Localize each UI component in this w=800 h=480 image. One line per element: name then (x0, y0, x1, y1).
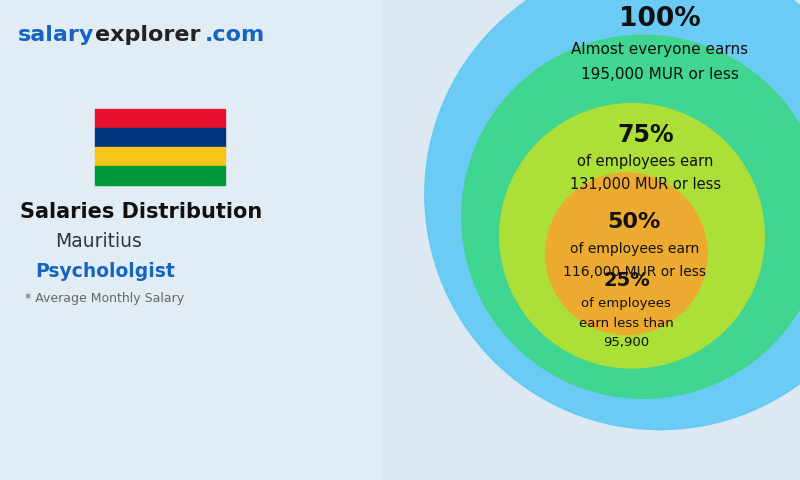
Text: salary: salary (18, 25, 94, 45)
Circle shape (500, 104, 764, 368)
Text: Mauritius: Mauritius (55, 232, 142, 251)
Text: of employees earn: of employees earn (570, 242, 699, 256)
Text: 50%: 50% (607, 212, 661, 232)
Text: explorer: explorer (95, 25, 201, 45)
Bar (95, 147, 225, 166)
Bar (95, 109, 225, 128)
Circle shape (546, 173, 707, 335)
Bar (95, 166, 225, 185)
Text: 95,900: 95,900 (603, 336, 650, 349)
Text: earn less than: earn less than (579, 317, 674, 330)
Text: 195,000 MUR or less: 195,000 MUR or less (581, 67, 739, 82)
Text: * Average Monthly Salary: * Average Monthly Salary (25, 292, 184, 305)
Text: .com: .com (205, 25, 266, 45)
Text: Psychololgist: Psychololgist (35, 262, 174, 281)
Text: of employees: of employees (582, 297, 671, 310)
Text: 75%: 75% (617, 123, 674, 147)
Text: Almost everyone earns: Almost everyone earns (571, 42, 749, 58)
Text: 25%: 25% (603, 271, 650, 290)
Bar (95, 128, 225, 147)
Text: Salaries Distribution: Salaries Distribution (20, 202, 262, 222)
Circle shape (425, 0, 800, 430)
Text: of employees earn: of employees earn (578, 155, 714, 169)
Text: 131,000 MUR or less: 131,000 MUR or less (570, 177, 721, 192)
Circle shape (462, 36, 800, 398)
Bar (0, 0, 380, 480)
Text: 100%: 100% (619, 6, 701, 32)
Text: 116,000 MUR or less: 116,000 MUR or less (562, 264, 706, 279)
